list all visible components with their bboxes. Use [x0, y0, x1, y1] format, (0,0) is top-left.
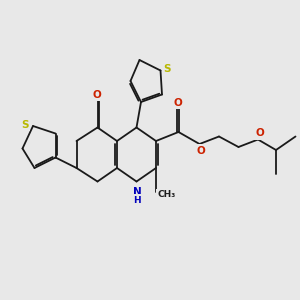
Text: O: O	[92, 90, 101, 100]
Text: S: S	[163, 64, 171, 74]
Text: S: S	[21, 119, 28, 130]
Text: O: O	[173, 98, 182, 108]
Text: CH₃: CH₃	[158, 190, 175, 199]
Text: O: O	[196, 146, 206, 156]
Text: H: H	[133, 196, 141, 205]
Text: N: N	[133, 187, 142, 197]
Text: O: O	[255, 128, 264, 139]
